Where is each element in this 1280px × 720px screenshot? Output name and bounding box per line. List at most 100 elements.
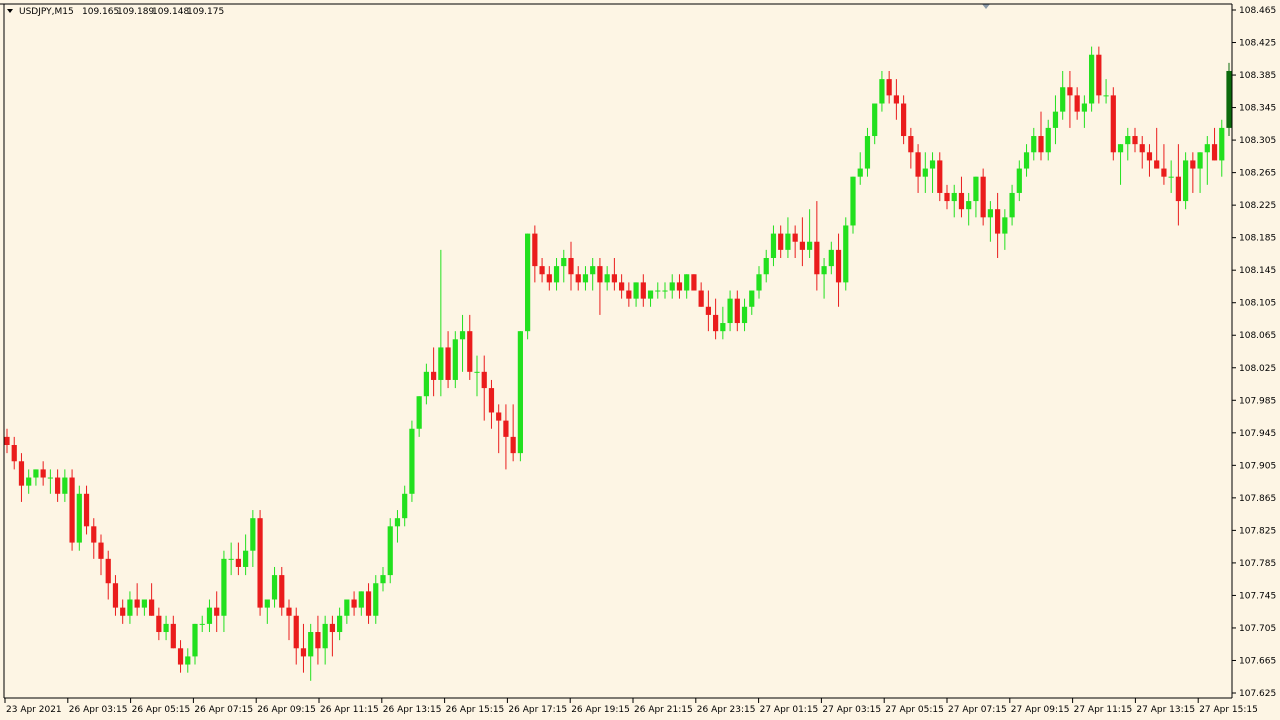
candle (1226, 62, 1232, 137)
candle-body (828, 249, 834, 267)
candle (409, 420, 415, 502)
candle (1190, 152, 1196, 193)
candle (120, 599, 126, 624)
candle (1045, 119, 1051, 161)
candle-body (684, 274, 690, 291)
time-tick-label: 26 Apr 21:15 (634, 705, 693, 715)
candle (4, 428, 10, 454)
candle (1132, 127, 1138, 153)
candle (893, 79, 899, 120)
candle (83, 485, 90, 535)
candle-body (568, 257, 574, 275)
candle (76, 485, 82, 551)
candle-body (1002, 217, 1008, 234)
candle (1074, 87, 1080, 120)
candle-body (553, 266, 560, 283)
candle-body (170, 623, 176, 649)
candle-body (857, 168, 863, 177)
candle (872, 103, 878, 145)
candle-body (705, 306, 711, 315)
candle (1204, 136, 1210, 185)
triangle-down-icon[interactable] (7, 9, 13, 13)
candle (814, 201, 820, 291)
candle (546, 266, 552, 291)
price-tick-label: 107.745 (1239, 591, 1276, 601)
candle-body (1038, 136, 1044, 153)
candle-body (1190, 160, 1196, 169)
candle (850, 176, 856, 234)
candle-body (944, 192, 950, 202)
candle (626, 282, 632, 307)
candle-body (431, 371, 437, 380)
candle (1161, 144, 1167, 185)
candle (1154, 127, 1160, 169)
time-tick-label: 26 Apr 23:15 (697, 705, 756, 715)
candle (459, 314, 466, 372)
candle (293, 607, 299, 665)
candle (879, 70, 885, 112)
time-tick-label: 23 Apr 2021 (6, 705, 62, 715)
candle-body (1089, 54, 1095, 104)
candle (951, 184, 957, 218)
candle-body (951, 192, 957, 202)
candle-body (402, 493, 408, 519)
chart-header: USDJPY,M15 109.165 109.189 109.148 109.1… (7, 7, 224, 17)
candle (149, 583, 155, 616)
candle-body (1110, 95, 1116, 153)
candle-body (33, 469, 39, 478)
candle-body (18, 461, 25, 486)
candle (308, 623, 314, 681)
chart-shift-marker-icon[interactable] (982, 4, 990, 9)
candle-body (467, 331, 473, 372)
candle (127, 591, 133, 624)
candle-body (662, 290, 668, 292)
candle (431, 347, 437, 397)
candle-body (510, 436, 516, 454)
candle-body (4, 436, 10, 446)
candle-body (987, 209, 993, 218)
candle-body (850, 176, 856, 226)
candle-body (308, 632, 314, 657)
candle (62, 469, 68, 502)
candle (18, 453, 25, 502)
price-tick-label: 107.705 (1239, 624, 1276, 634)
candle (228, 542, 234, 576)
candle-body (713, 314, 719, 332)
candle (33, 469, 39, 486)
time-tick-label: 27 Apr 07:15 (948, 705, 1007, 715)
candle (1139, 136, 1145, 169)
candle (11, 436, 17, 470)
candle (257, 510, 263, 616)
candle-body (358, 591, 364, 608)
candle (264, 599, 270, 624)
candle-body (640, 282, 646, 299)
candle-body (221, 558, 227, 616)
candle-body (669, 282, 675, 291)
candle (503, 404, 509, 470)
candle-body (206, 607, 213, 624)
time-tick-label: 26 Apr 07:15 (194, 705, 253, 715)
candle (206, 599, 213, 633)
price-tick-label: 108.145 (1239, 266, 1276, 276)
candle-body (901, 103, 907, 137)
candle (1067, 70, 1073, 128)
candle (915, 144, 921, 193)
candle (474, 355, 480, 397)
candle-body (409, 428, 415, 494)
candle (821, 257, 827, 299)
candle-body (785, 233, 791, 250)
candle (1096, 46, 1102, 104)
price-axis[interactable]: 108.465 108.425 108.385 108.345 108.305 108.2… (1232, 6, 1276, 699)
candle-body (83, 493, 90, 527)
price-tick-label: 108.425 (1239, 39, 1276, 49)
time-axis[interactable]: 23 Apr 2021 26 Apr 03:15 26 Apr 05:15 26 Ap… (4, 698, 1258, 715)
candle (749, 290, 755, 315)
candle-body (1139, 144, 1145, 153)
candle (141, 599, 147, 616)
candle (655, 282, 661, 299)
candle (337, 607, 343, 641)
candle-body (814, 241, 820, 275)
candle (799, 217, 805, 267)
